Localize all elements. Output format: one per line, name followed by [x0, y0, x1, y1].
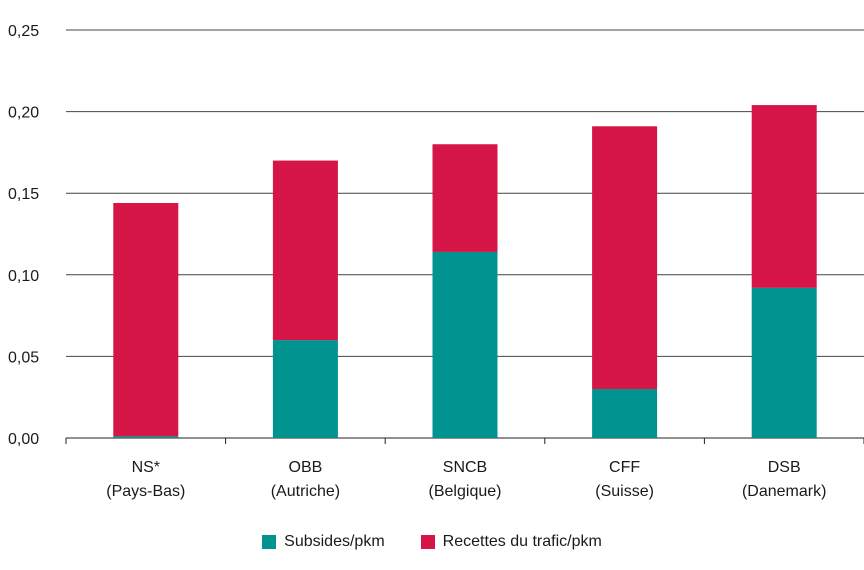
category-label: (Belgique)	[429, 483, 502, 500]
category-label: (Suisse)	[595, 483, 654, 500]
legend-swatch-recettes	[420, 535, 435, 549]
y-tick-label: 0,00	[8, 431, 39, 448]
y-tick-label: 0,10	[8, 268, 39, 285]
category-label: (Danemark)	[742, 483, 826, 500]
bar-subsides	[592, 389, 658, 438]
bar-recettes	[592, 126, 658, 390]
bar-subsides	[272, 340, 338, 438]
category-label: (Pays-Bas)	[106, 483, 185, 500]
legend-swatch-subsides	[262, 535, 277, 549]
legend-item-subsides: Subsides/pkm	[262, 533, 385, 551]
legend-label-recettes: Recettes du trafic/pkm	[442, 533, 602, 550]
bar-recettes	[751, 105, 817, 288]
legend-item-recettes: Recettes du trafic/pkm	[420, 533, 602, 551]
y-tick-label: 0,05	[8, 349, 39, 366]
bar-recettes	[272, 160, 338, 341]
y-tick-label: 0,25	[8, 23, 39, 40]
bar-subsides	[751, 287, 817, 438]
category-label: (Autriche)	[271, 483, 340, 500]
bar-recettes	[432, 144, 498, 252]
bar-subsides	[113, 436, 179, 438]
legend-label-subsides: Subsides/pkm	[284, 533, 385, 550]
category-label: SNCB	[443, 459, 487, 476]
category-label: DSB	[768, 459, 801, 476]
stacked-bar-chart: 0,00 0,05 0,10 0,15 0,20 0,25 NS* (Pays-Bas) OBB…	[8, 23, 864, 500]
category-label: OBB	[289, 459, 323, 476]
legend: Subsides/pkm Recettes du trafic/pkm	[0, 530, 864, 554]
y-tick-label: 0,15	[8, 186, 39, 203]
category-label: CFF	[609, 459, 640, 476]
category-label: NS*	[132, 459, 160, 476]
bar-recettes	[113, 202, 179, 437]
y-tick-label: 0,20	[8, 105, 39, 122]
bar-subsides	[432, 251, 498, 438]
